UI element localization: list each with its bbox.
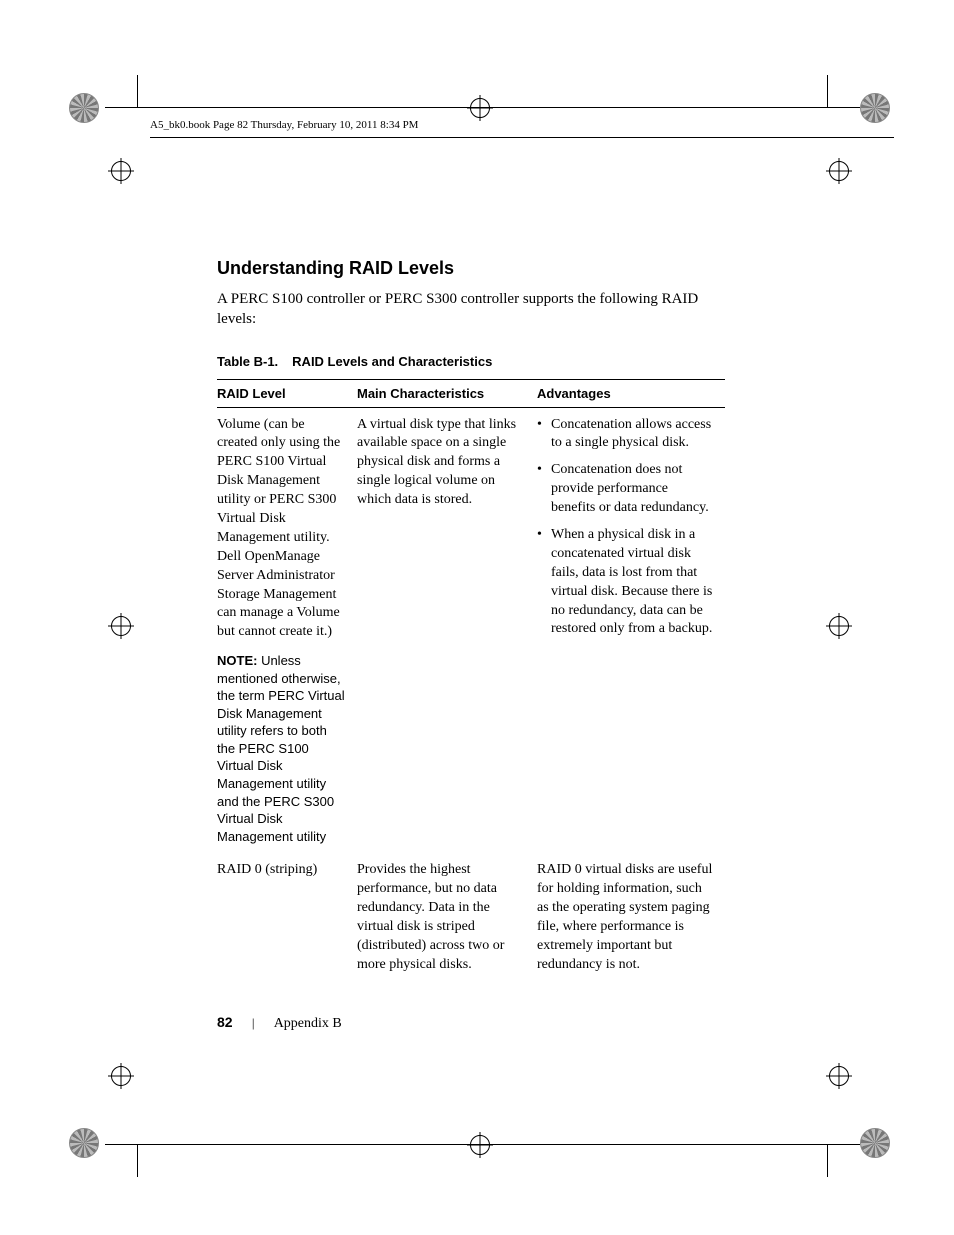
page-content: Understanding RAID Levels A PERC S100 co… (217, 258, 725, 983)
list-item: When a physical disk in a concatenated v… (537, 526, 715, 639)
column-header: Main Characteristics (357, 379, 537, 407)
table-row: RAID 0 (striping) Provides the highest p… (217, 853, 725, 982)
table-number: Table B-1. (217, 354, 278, 369)
intro-paragraph: A PERC S100 controller or PERC S300 cont… (217, 289, 725, 330)
page-number: 82 (217, 1014, 233, 1030)
note-block: NOTE: Unless mentioned otherwise, the te… (217, 652, 347, 845)
list-item: Concatenation allows access to a single … (537, 416, 715, 454)
cell-main-characteristics: Provides the highest performance, but no… (357, 853, 537, 982)
table-caption: Table B-1. RAID Levels and Characteristic… (217, 354, 725, 369)
cell-raid-level: RAID 0 (striping) (217, 853, 357, 982)
column-header: Advantages (537, 379, 725, 407)
footer-section: Appendix B (274, 1016, 342, 1031)
note-text: Unless mentioned otherwise, the term PER… (217, 653, 345, 843)
cell-advantages: RAID 0 virtual disks are useful for hold… (537, 853, 725, 982)
cell-advantages: Concatenation allows access to a single … (537, 407, 725, 853)
footer-separator: | (252, 1015, 255, 1030)
table-title: RAID Levels and Characteristics (292, 354, 492, 369)
advantages-list: Concatenation allows access to a single … (537, 416, 715, 640)
list-item: Concatenation does not provide performan… (537, 461, 715, 518)
page-footer: 82 | Appendix B (217, 1014, 342, 1032)
cell-main-characteristics: A virtual disk type that links available… (357, 407, 537, 853)
note-label: NOTE: (217, 653, 257, 668)
raid-level-text: Volume (can be created only using the PE… (217, 417, 340, 640)
color-registration-dot (69, 1128, 99, 1158)
raid-table: RAID Level Main Characteristics Advantag… (217, 379, 725, 983)
running-head: A5_bk0.book Page 82 Thursday, February 1… (150, 119, 894, 138)
color-registration-dot (69, 93, 99, 123)
cell-raid-level: Volume (can be created only using the PE… (217, 407, 357, 853)
column-header: RAID Level (217, 379, 357, 407)
section-heading: Understanding RAID Levels (217, 258, 725, 279)
color-registration-dot (860, 1128, 890, 1158)
table-row: Volume (can be created only using the PE… (217, 407, 725, 853)
